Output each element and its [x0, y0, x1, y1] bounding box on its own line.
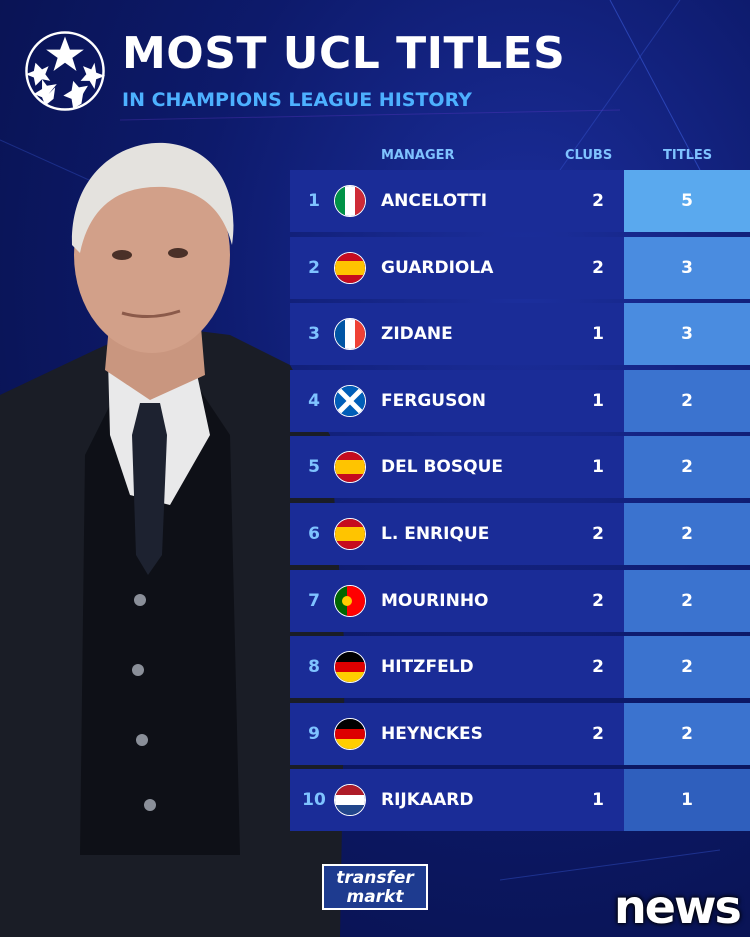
clubs-cell: 2 — [592, 257, 604, 278]
titles-cell: 2 — [624, 369, 750, 432]
germany-flag-icon — [334, 651, 366, 684]
column-header-titles: TITLES — [663, 148, 713, 163]
brand-line-2: markt — [346, 887, 404, 907]
titles-cell: 2 — [624, 636, 750, 699]
clubs-cell: 1 — [592, 457, 604, 478]
germany-flag-icon — [334, 717, 366, 750]
transfermarkt-logo: transfer markt — [322, 864, 428, 910]
manager-name: HEYNCKES — [381, 723, 483, 744]
titles-cell: 2 — [624, 502, 750, 565]
manager-name: L. ENRIQUE — [381, 523, 490, 544]
rank-cell: 3 — [308, 324, 320, 345]
rank-cell: 9 — [308, 723, 320, 744]
news-watermark: news — [614, 880, 742, 934]
table-row: 5 DEL BOSQUE 1 2 — [290, 436, 750, 499]
table-row: 6 L. ENRIQUE 2 2 — [290, 502, 750, 565]
manager-name: DEL BOSQUE — [381, 457, 503, 478]
table-row: 10 RIJKAARD 1 1 — [290, 769, 750, 832]
spain-flag-icon — [334, 451, 366, 484]
scotland-flag-icon — [334, 384, 366, 417]
clubs-cell: 1 — [592, 390, 604, 411]
clubs-cell: 2 — [592, 723, 604, 744]
titles-cell: 2 — [624, 702, 750, 765]
spain-flag-icon — [334, 517, 366, 550]
table-row: 4 FERGUSON 1 2 — [290, 369, 750, 432]
column-header-clubs: CLUBS — [565, 148, 613, 163]
page-subtitle: IN CHAMPIONS LEAGUE HISTORY — [122, 89, 472, 111]
clubs-cell: 1 — [592, 790, 604, 811]
italy-flag-icon — [334, 185, 366, 217]
manager-photo — [0, 142, 345, 937]
manager-name: RIJKAARD — [381, 790, 474, 811]
clubs-cell: 2 — [592, 657, 604, 678]
manager-name: FERGUSON — [381, 390, 486, 411]
rank-cell: 6 — [308, 523, 320, 544]
titles-cell: 3 — [624, 303, 750, 366]
titles-cell: 3 — [624, 236, 750, 299]
spain-flag-icon — [334, 251, 366, 284]
rank-cell: 8 — [308, 657, 320, 678]
page-title: MOST UCL TITLES — [122, 28, 566, 79]
manager-name: ANCELOTTI — [381, 191, 488, 211]
clubs-cell: 2 — [592, 590, 604, 611]
titles-cell: 2 — [624, 569, 750, 632]
portugal-flag-icon — [334, 584, 366, 617]
france-flag-icon — [334, 318, 366, 351]
manager-name: MOURINHO — [381, 590, 489, 611]
manager-name: HITZFELD — [381, 657, 474, 678]
table-row: 7 MOURINHO 2 2 — [290, 569, 750, 632]
manager-name: GUARDIOLA — [381, 257, 494, 278]
rank-cell: 4 — [308, 390, 320, 411]
clubs-cell: 2 — [592, 523, 604, 544]
titles-cell: 1 — [624, 769, 750, 832]
table-row: 1 ANCELOTTI 2 5 — [290, 170, 750, 232]
table-row: 8 HITZFELD 2 2 — [290, 636, 750, 699]
titles-cell: 2 — [624, 436, 750, 499]
brand-line-1: transfer — [336, 868, 414, 888]
rank-cell: 7 — [308, 590, 320, 611]
clubs-cell: 1 — [592, 324, 604, 345]
netherlands-flag-icon — [334, 784, 366, 817]
table-row: 3 ZIDANE 1 3 — [290, 303, 750, 366]
table-row: 9 HEYNCKES 2 2 — [290, 702, 750, 765]
manager-name: ZIDANE — [381, 324, 453, 345]
rankings-table: 1 ANCELOTTI 2 5 2 GUARDIOLA 2 3 3 ZIDANE… — [290, 170, 750, 836]
titles-cell: 5 — [624, 170, 750, 232]
table-row: 2 GUARDIOLA 2 3 — [290, 236, 750, 299]
starball-logo-icon — [25, 31, 106, 111]
column-header-manager: MANAGER — [381, 148, 455, 163]
rank-cell: 5 — [308, 457, 320, 478]
rank-cell: 2 — [308, 257, 320, 278]
rank-cell: 1 — [308, 191, 320, 211]
rank-cell: 10 — [302, 790, 326, 811]
clubs-cell: 2 — [592, 191, 604, 211]
